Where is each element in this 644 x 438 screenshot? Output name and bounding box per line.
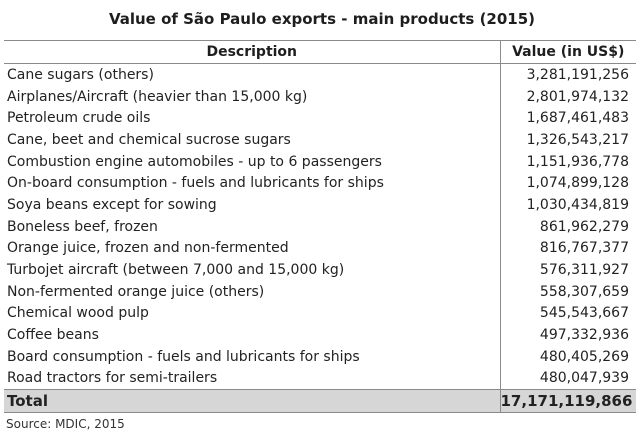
total-value: 17,171,119,866 bbox=[499, 389, 636, 414]
total-label: Total bbox=[4, 389, 500, 414]
row-value: 576,311,927 bbox=[499, 259, 636, 281]
row-description: Board consumption - fuels and lubricants… bbox=[7, 348, 360, 365]
table-row: Non-fermented orange juice (others) 558,3… bbox=[4, 280, 636, 303]
table-title: Value of São Paulo exports - main produc… bbox=[108, 10, 536, 28]
table-row: Cane sugars (others) 3,281,191,256 bbox=[4, 63, 636, 86]
table-row: On-board consumption - fuels and lubrica… bbox=[4, 172, 636, 195]
header-row: Description Value (in US$) bbox=[4, 40, 636, 64]
row-description: Soya beans except for sowing bbox=[7, 196, 217, 213]
table-row: Board consumption - fuels and lubricants… bbox=[4, 345, 636, 368]
row-description: On-board consumption - fuels and lubrica… bbox=[7, 175, 384, 192]
table-row: Coffee beans 497,332,936 bbox=[4, 324, 636, 346]
row-description: Petroleum crude oils bbox=[7, 110, 151, 127]
table-row: Road tractors for semi-trailers 480,047,9… bbox=[4, 367, 636, 390]
row-description: Orange juice, frozen and non-fermented bbox=[7, 240, 289, 257]
row-value: 545,543,667 bbox=[499, 302, 636, 325]
row-description: Road tractors for semi-trailers bbox=[7, 370, 218, 387]
row-value: 480,405,269 bbox=[499, 345, 636, 368]
row-description: Airplanes/Aircraft (heavier than 15,000 … bbox=[7, 88, 308, 105]
row-value: 2,801,974,132 bbox=[499, 85, 636, 108]
table-row: Turbojet aircraft (between 7,000 and 15,… bbox=[4, 259, 636, 281]
table-row: Airplanes/Aircraft (heavier than 15,000 … bbox=[4, 85, 636, 108]
table-row: Orange juice, frozen and non-fermented 81… bbox=[4, 237, 636, 260]
table-body: Cane sugars (others) 3,281,191,256 Airplan… bbox=[4, 63, 636, 390]
column-header-description: Description bbox=[4, 40, 500, 64]
row-value: 3,281,191,256 bbox=[499, 63, 636, 86]
row-value: 1,326,543,217 bbox=[499, 129, 636, 151]
row-value: 1,074,899,128 bbox=[499, 172, 636, 195]
row-description: Chemical wood pulp bbox=[7, 305, 149, 322]
table-row: Boneless beef, frozen 861,962,279 bbox=[4, 215, 636, 238]
row-description: Coffee beans bbox=[7, 327, 99, 344]
table-row: Petroleum crude oils 1,687,461,483 bbox=[4, 107, 636, 130]
table-row: Combustion engine automobiles - up to 6 … bbox=[4, 150, 636, 173]
row-value: 1,151,936,778 bbox=[499, 150, 636, 173]
row-description: Combustion engine automobiles - up to 6 … bbox=[7, 153, 382, 170]
row-value: 497,332,936 bbox=[499, 324, 636, 346]
row-description: Turbojet aircraft (between 7,000 and 15,… bbox=[7, 262, 345, 279]
row-value: 480,047,939 bbox=[499, 367, 636, 390]
row-description: Cane sugars (others) bbox=[7, 66, 154, 83]
column-header-value: Value (in US$) bbox=[499, 40, 636, 64]
row-value: 558,307,659 bbox=[499, 280, 636, 303]
total-row: Total 17,171,119,866 bbox=[4, 389, 636, 414]
row-value: 816,767,377 bbox=[499, 237, 636, 260]
table-row: Chemical wood pulp 545,543,667 bbox=[4, 302, 636, 325]
exports-table: Description Value (in US$) Cane sugars (… bbox=[4, 40, 636, 414]
row-value: 1,687,461,483 bbox=[499, 107, 636, 130]
source-note: Source: MDIC, 2015 bbox=[6, 417, 125, 431]
table-row: Soya beans except for sowing 1,030,434,81… bbox=[4, 194, 636, 216]
table-row: Cane, beet and chemical sucrose sugars 1,… bbox=[4, 129, 636, 151]
row-value: 1,030,434,819 bbox=[499, 194, 636, 216]
row-description: Boneless beef, frozen bbox=[7, 218, 158, 235]
row-description: Cane, beet and chemical sucrose sugars bbox=[7, 131, 291, 148]
row-value: 861,962,279 bbox=[499, 215, 636, 238]
row-description: Non-fermented orange juice (others) bbox=[7, 283, 265, 300]
